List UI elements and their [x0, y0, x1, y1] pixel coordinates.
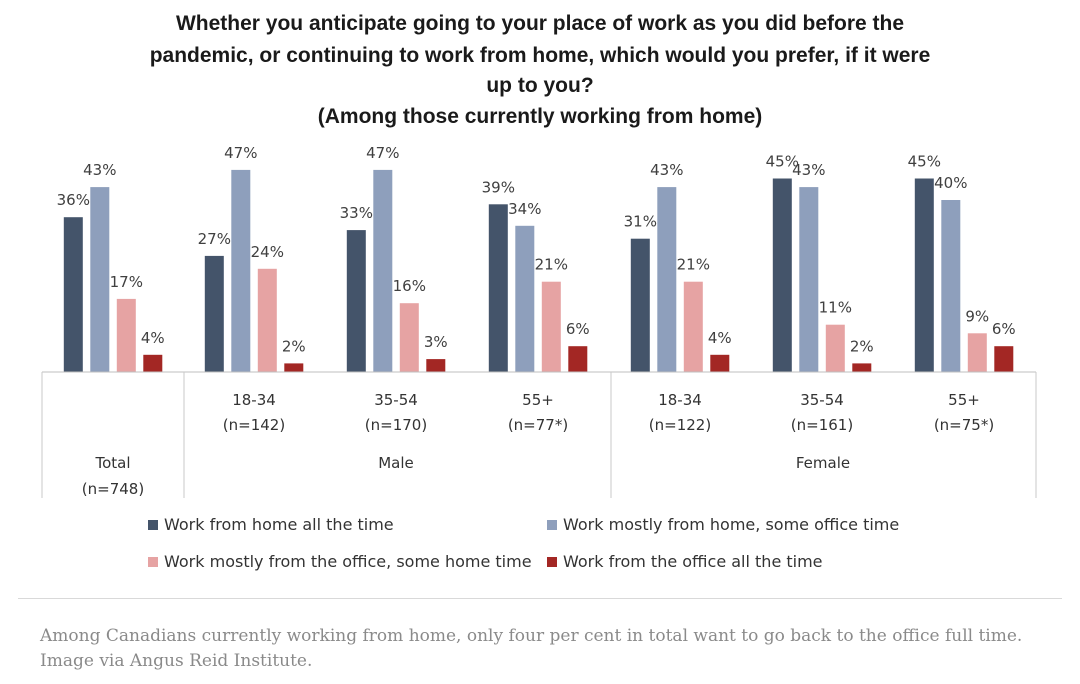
- bar: [683, 281, 703, 372]
- data-label: 17%: [110, 273, 143, 291]
- category-label: 55+: [948, 391, 980, 409]
- category-label: Total: [94, 454, 130, 472]
- data-label: 6%: [566, 320, 590, 338]
- data-label: 9%: [965, 307, 989, 325]
- legend-swatch: [547, 520, 557, 530]
- data-label: 4%: [141, 329, 165, 347]
- bar: [63, 217, 83, 372]
- bar: [488, 204, 508, 372]
- legend-swatch: [148, 520, 158, 530]
- bar: [994, 346, 1014, 372]
- category-label: 35-54: [800, 391, 844, 409]
- data-label: 6%: [992, 320, 1016, 338]
- data-label: 21%: [677, 256, 710, 274]
- bar: [284, 363, 304, 372]
- category-label: (n=122): [649, 416, 711, 434]
- data-label: 24%: [251, 243, 284, 261]
- bar: [426, 359, 446, 372]
- chart-title-line: pandemic, or continuing to work from hom…: [150, 44, 931, 67]
- category-label: (n=161): [791, 416, 853, 434]
- data-label: 43%: [83, 161, 116, 179]
- data-label: 2%: [282, 337, 306, 355]
- bar: [204, 255, 224, 372]
- data-label: 4%: [708, 329, 732, 347]
- legend-entry: Work from the office all the time: [563, 552, 823, 571]
- legend-entry: Work from home all the time: [164, 515, 394, 534]
- bar: [143, 354, 163, 372]
- chart-title-line: (Among those currently working from home…: [318, 105, 763, 128]
- bar: [116, 298, 136, 372]
- data-label: 2%: [850, 337, 874, 355]
- bar: [772, 178, 792, 372]
- bar: [373, 169, 393, 372]
- bar: [941, 200, 961, 372]
- bar: [914, 178, 934, 372]
- data-label: 45%: [766, 153, 799, 171]
- bar: [515, 225, 535, 372]
- category-label: 35-54: [374, 391, 418, 409]
- data-label: 47%: [366, 144, 399, 162]
- category-label: (n=170): [365, 416, 427, 434]
- category-label: 18-34: [658, 391, 702, 409]
- value-labels: 36% 43% 17% 4% 27% 47% 24% 2% 33% 47% 16% 3% 39% 34% 2…: [57, 144, 1016, 356]
- bar: [825, 324, 845, 372]
- data-label: 45%: [908, 153, 941, 171]
- legend-entry: Work mostly from the office, some home t…: [164, 552, 532, 571]
- category-axis-table: Total (n=748) 18-34 (n=142) 35-54 (n=170) 55+ (…: [41, 371, 1037, 498]
- bars: [63, 169, 1014, 372]
- category-label: (n=748): [82, 480, 144, 498]
- category-label: (n=75*): [934, 416, 994, 434]
- category-label: (n=77*): [508, 416, 568, 434]
- category-label: Male: [378, 454, 414, 472]
- data-label: 11%: [819, 299, 852, 317]
- bar: [399, 303, 419, 372]
- category-label: 55+: [522, 391, 554, 409]
- data-label: 16%: [393, 277, 426, 295]
- legend-swatch: [148, 557, 158, 567]
- bar: [657, 187, 677, 372]
- category-label: 18-34: [232, 391, 276, 409]
- bar: [541, 281, 561, 372]
- data-label: 43%: [792, 161, 825, 179]
- legend-swatch: [547, 557, 557, 567]
- bar: [799, 187, 819, 372]
- image-caption: Among Canadians currently working from h…: [40, 626, 1023, 671]
- data-label: 39%: [482, 178, 515, 196]
- chart-title: Whether you anticipate going to your pla…: [150, 12, 931, 128]
- bar: [231, 169, 251, 372]
- chart-title-line: Whether you anticipate going to your pla…: [176, 12, 904, 35]
- category-label: Female: [796, 454, 850, 472]
- legend: Work from home all the time Work mostly f…: [148, 515, 899, 571]
- bar: [852, 363, 872, 372]
- chart-card: Whether you anticipate going to your pla…: [41, 12, 1037, 571]
- data-label: 34%: [508, 200, 541, 218]
- legend-entry: Work mostly from home, some office time: [563, 515, 899, 534]
- bar: [568, 346, 588, 372]
- bar-chart: Whether you anticipate going to your pla…: [41, 12, 1037, 571]
- bar: [967, 333, 987, 372]
- data-label: 31%: [624, 213, 657, 231]
- data-label: 43%: [650, 161, 683, 179]
- bar: [90, 187, 110, 372]
- divider: [18, 598, 1062, 599]
- category-label: (n=142): [223, 416, 285, 434]
- chart-title-line: up to you?: [486, 74, 593, 97]
- bar: [257, 268, 277, 372]
- bar: [710, 354, 730, 372]
- data-label: 3%: [424, 333, 448, 351]
- bar: [346, 230, 366, 372]
- data-label: 33%: [340, 204, 373, 222]
- bar: [630, 238, 650, 372]
- data-label: 40%: [934, 174, 967, 192]
- data-label: 27%: [198, 230, 231, 248]
- data-label: 21%: [535, 256, 568, 274]
- data-label: 36%: [57, 191, 90, 209]
- data-label: 47%: [224, 144, 257, 162]
